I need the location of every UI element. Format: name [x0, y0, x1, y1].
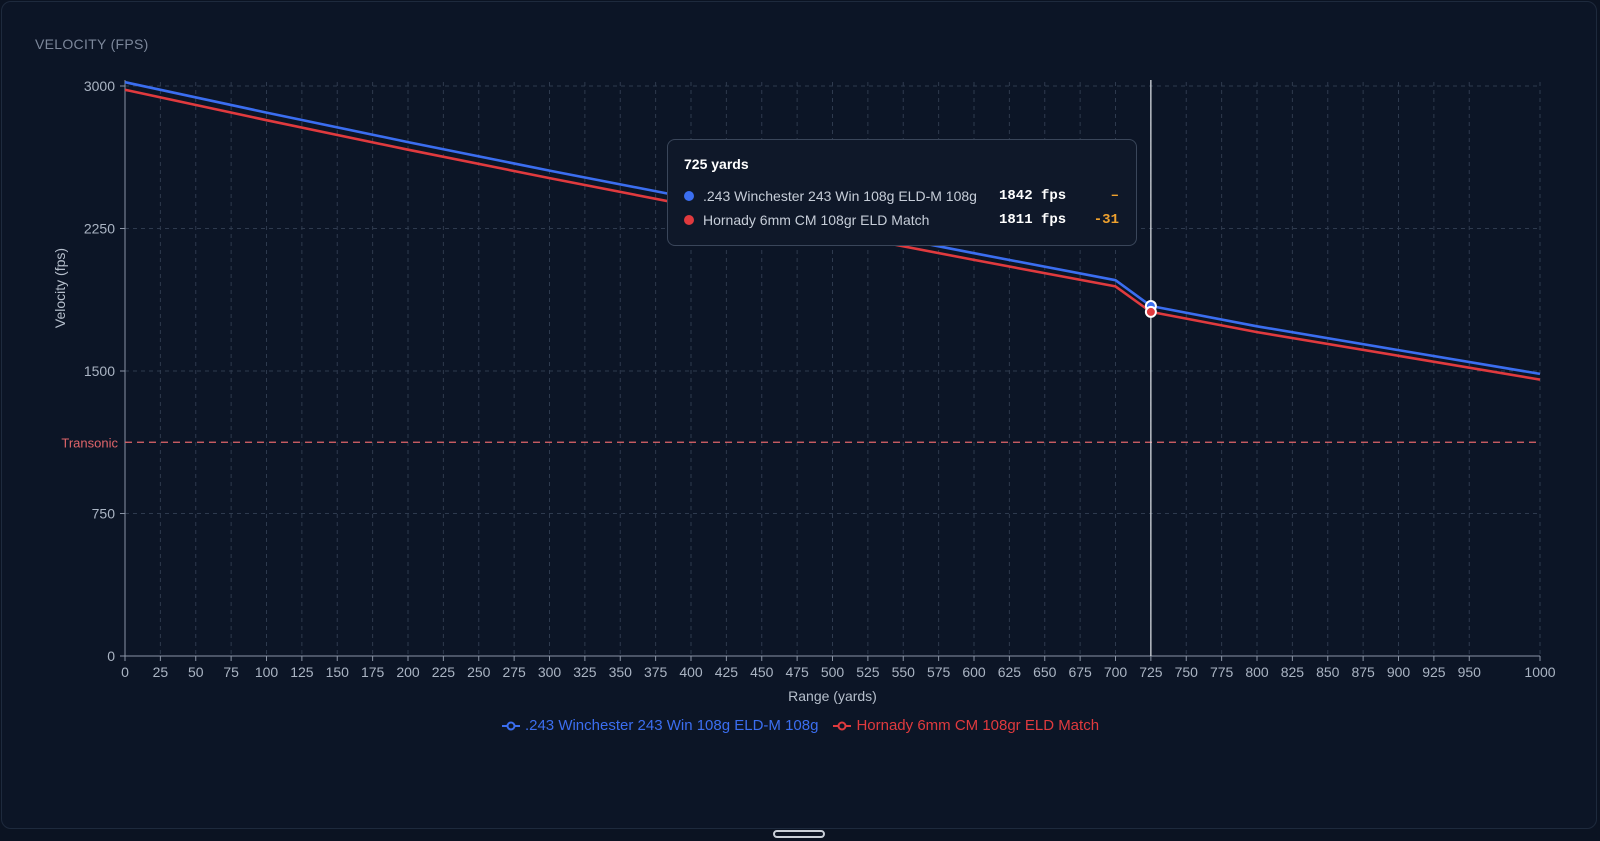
x-tick-label: 550: [892, 664, 916, 680]
y-tick-label: 0: [107, 648, 115, 664]
x-tick-label: 250: [467, 664, 491, 680]
series-dot-icon: [684, 191, 694, 201]
x-tick-label: 650: [1033, 664, 1057, 680]
x-tick-label: 400: [679, 664, 703, 680]
x-tick-label: 125: [290, 664, 314, 680]
x-tick-label: 275: [502, 664, 526, 680]
x-tick-label: 525: [856, 664, 880, 680]
tooltip-row: Hornady 6mm CM 108gr ELD Match 1811 fps …: [684, 208, 1120, 232]
chart-legend: .243 Winchester 243 Win 108g ELD-M 108g …: [0, 717, 1600, 734]
line-circle-icon: [833, 721, 852, 730]
y-axis-title: Velocity (fps): [52, 248, 68, 328]
x-tick-label: 25: [153, 664, 169, 680]
y-tick-label: 2250: [84, 221, 115, 237]
panel-title: VELOCITY (FPS): [35, 36, 149, 52]
series-line-2: [124, 88, 1541, 381]
x-tick-label: 375: [644, 664, 668, 680]
tooltip-series-name: .243 Winchester 243 Win 108g ELD-M 108g: [703, 188, 977, 204]
tooltip-value: 1842 fps: [999, 188, 1067, 204]
x-tick-label: 825: [1281, 664, 1305, 680]
x-tick-label: 300: [538, 664, 562, 680]
x-axis-title: Range (yards): [788, 688, 877, 704]
x-tick-label: 700: [1104, 664, 1128, 680]
tooltip-series-name: Hornady 6mm CM 108gr ELD Match: [703, 212, 930, 228]
legend-label: .243 Winchester 243 Win 108g ELD-M 108g: [524, 717, 819, 734]
x-tick-label: 675: [1068, 664, 1092, 680]
x-tick-label: 50: [188, 664, 204, 680]
x-tick-label: 150: [326, 664, 350, 680]
x-tick-label: 75: [223, 664, 239, 680]
y-tick-label: 1500: [84, 363, 115, 379]
x-tick-label: 100: [255, 664, 279, 680]
x-tick-label: 925: [1422, 664, 1446, 680]
transonic-label: Transonic: [61, 435, 118, 450]
x-tick-label: 225: [432, 664, 456, 680]
y-tick-label: 3000: [84, 78, 115, 94]
x-tick-label: 625: [998, 664, 1022, 680]
x-tick-label: 875: [1351, 664, 1375, 680]
tooltip-diff: –: [1110, 188, 1119, 204]
x-tick-label: 500: [821, 664, 845, 680]
x-tick-label: 900: [1387, 664, 1411, 680]
series-dot-icon: [684, 215, 694, 225]
legend-item-series-1[interactable]: .243 Winchester 243 Win 108g ELD-M 108g: [501, 717, 819, 734]
y-tick-label: 750: [92, 506, 116, 522]
tooltip-value: 1811 fps: [999, 212, 1067, 228]
legend-label: Hornady 6mm CM 108gr ELD Match: [856, 717, 1100, 734]
x-tick-label: 200: [396, 664, 420, 680]
x-tick-label: 600: [962, 664, 986, 680]
line-circle-icon: [501, 721, 520, 730]
legend-item-series-2[interactable]: Hornady 6mm CM 108gr ELD Match: [832, 717, 1099, 734]
tooltip-row: .243 Winchester 243 Win 108g ELD-M 108g …: [684, 184, 1120, 208]
resize-handle[interactable]: [773, 830, 825, 838]
x-tick-label: 575: [927, 664, 951, 680]
x-tick-label: 850: [1316, 664, 1340, 680]
x-tick-label: 0: [121, 664, 129, 680]
x-tick-label: 475: [785, 664, 809, 680]
x-tick-label: 450: [750, 664, 774, 680]
x-tick-label: 350: [609, 664, 633, 680]
active-point-2: [1144, 305, 1157, 318]
x-tick-label: 800: [1245, 664, 1269, 680]
x-tick-label: 950: [1458, 664, 1482, 680]
x-tick-label: 325: [573, 664, 597, 680]
tooltip-title: 725 yards: [684, 156, 749, 172]
x-tick-label: 775: [1210, 664, 1234, 680]
x-tick-label: 725: [1139, 664, 1163, 680]
x-tick-label: 425: [715, 664, 739, 680]
x-tick-label: 175: [361, 664, 385, 680]
tooltip-diff: -31: [1093, 212, 1119, 228]
x-tick-label: 750: [1175, 664, 1199, 680]
x-tick-label: 1000: [1524, 664, 1555, 680]
hover-tooltip: 725 yards .243 Winchester 243 Win 108g E…: [667, 139, 1137, 246]
